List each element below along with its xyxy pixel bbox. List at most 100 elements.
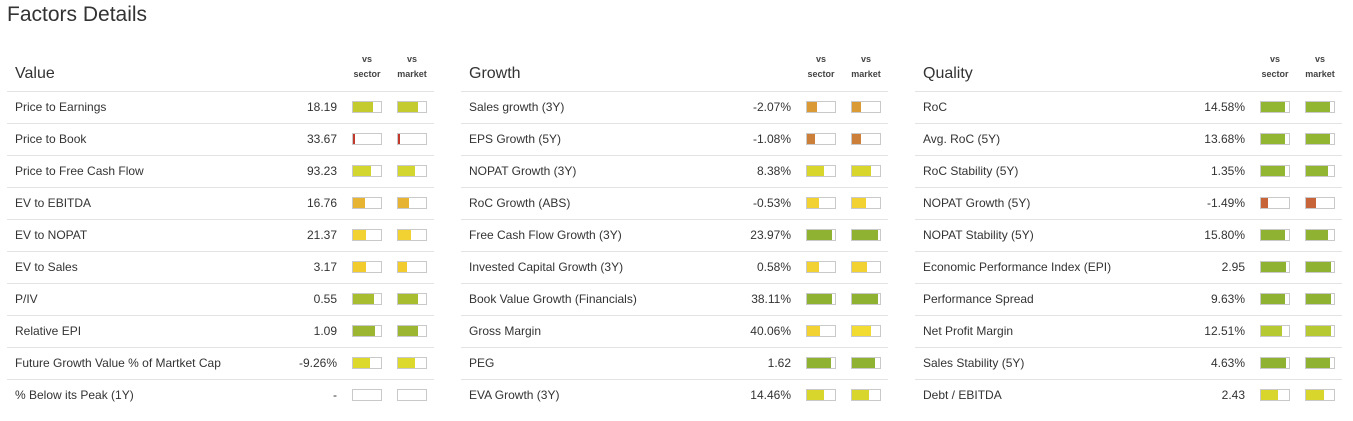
factor-value: 1.62: [767, 356, 791, 370]
factor-row: Sales growth (3Y) -2.07%: [461, 92, 888, 124]
factor-value: 0.58%: [756, 260, 791, 274]
factor-row: NOPAT Growth (5Y) -1.49%: [915, 188, 1342, 220]
vs-sector-bar-fill: [1261, 262, 1287, 272]
factor-label: % Below its Peak (1Y): [15, 388, 134, 402]
vs-market-bar: [851, 197, 881, 209]
vs-market-bar-fill: [398, 294, 419, 304]
vs-sector-bar-fill: [353, 294, 374, 304]
factor-row: Sales Stability (5Y) 4.63%: [915, 348, 1342, 380]
factor-value: 93.23: [306, 164, 337, 178]
vs-market-bar-fill: [1306, 102, 1331, 112]
vs-sector-bar: [352, 293, 382, 305]
vs-sector-bar: [1260, 197, 1290, 209]
factor-row: Price to Book 33.67: [7, 124, 434, 156]
factor-label: PEG: [469, 356, 495, 370]
factor-value: 3.17: [313, 260, 337, 274]
vs-sector-bar: [1260, 101, 1290, 113]
factor-label: Invested Capital Growth (3Y): [469, 260, 624, 274]
vs-market-bar: [1305, 197, 1335, 209]
factor-value: 14.46%: [750, 388, 791, 402]
factor-label: Net Profit Margin: [923, 324, 1014, 338]
column-header-sector-label: sector: [353, 69, 381, 79]
factor-row: RoC 14.58%: [915, 92, 1342, 124]
factor-label: Free Cash Flow Growth (3Y): [469, 228, 622, 242]
factor-value: 21.37: [306, 228, 337, 242]
factor-label: Gross Margin: [469, 324, 542, 338]
section-title: Value: [15, 65, 55, 82]
vs-sector-bar-fill: [807, 198, 820, 208]
factor-value: 23.97%: [750, 228, 791, 242]
vs-sector-bar-fill: [807, 102, 817, 112]
vs-market-bar: [397, 133, 427, 145]
vs-market-bar-fill: [1306, 198, 1317, 208]
vs-sector-bar-fill: [1261, 326, 1282, 336]
column-header-vs-sector: vs sector: [799, 52, 843, 82]
vs-market-bar-fill: [1306, 294, 1332, 304]
column-header-vs-label: vs: [860, 54, 871, 64]
vs-market-bar-fill: [1306, 358, 1330, 368]
factor-label: Future Growth Value % of Martket Cap: [15, 356, 221, 370]
vs-sector-bar: [806, 229, 836, 241]
vs-market-bar: [397, 325, 427, 337]
factor-row: Debt / EBITDA 2.43: [915, 380, 1342, 411]
factor-value: 2.43: [1221, 388, 1245, 402]
vs-market-bar: [397, 101, 427, 113]
factor-value: 12.51%: [1204, 324, 1245, 338]
vs-market-bar-fill: [1306, 262, 1332, 272]
column-header-vs-sector: vs sector: [1253, 52, 1297, 82]
vs-sector-bar: [1260, 229, 1290, 241]
factor-row: P/IV 0.55: [7, 284, 434, 316]
vs-sector-bar-fill: [1261, 134, 1285, 144]
vs-market-bar: [397, 165, 427, 177]
vs-sector-bar: [806, 293, 836, 305]
panel-growth: Growth vs sector vs market Sales growth (3Y) -…: [461, 50, 888, 411]
vs-market-bar: [397, 357, 427, 369]
column-header-market-label: market: [1305, 69, 1335, 79]
vs-sector-bar-fill: [353, 358, 371, 368]
vs-sector-bar: [1260, 165, 1290, 177]
vs-market-bar: [1305, 165, 1335, 177]
factor-value: 4.63%: [1210, 356, 1245, 370]
section-title: Quality: [923, 65, 973, 82]
vs-market-bar: [1305, 101, 1335, 113]
factor-value: 33.67: [306, 132, 337, 146]
factor-row: EV to EBITDA 16.76: [7, 188, 434, 220]
vs-market-bar: [1305, 133, 1335, 145]
factor-value: 13.68%: [1204, 132, 1245, 146]
vs-sector-bar: [352, 197, 382, 209]
factor-row: RoC Stability (5Y) 1.35%: [915, 156, 1342, 188]
vs-market-bar: [851, 101, 881, 113]
vs-market-bar: [1305, 293, 1335, 305]
panel-header: Value vs sector vs market: [7, 50, 434, 92]
factor-row: % Below its Peak (1Y) -: [7, 380, 434, 411]
vs-sector-bar: [352, 165, 382, 177]
vs-sector-bar-fill: [1261, 166, 1285, 176]
vs-sector-bar: [806, 357, 836, 369]
vs-market-bar-fill: [852, 198, 866, 208]
vs-market-bar-fill: [1306, 390, 1324, 400]
vs-market-bar: [397, 293, 427, 305]
vs-sector-bar: [806, 133, 836, 145]
factor-value: 8.38%: [756, 164, 791, 178]
vs-sector-bar-fill: [353, 102, 373, 112]
column-header-vs-sector: vs sector: [345, 52, 389, 82]
vs-sector-bar: [352, 229, 382, 241]
factor-row: NOPAT Stability (5Y) 15.80%: [915, 220, 1342, 252]
vs-sector-bar-fill: [353, 230, 366, 240]
vs-market-bar-fill: [852, 166, 871, 176]
factor-label: EV to NOPAT: [15, 228, 88, 242]
panel-header: Quality vs sector vs market: [915, 50, 1342, 92]
vs-market-bar-fill: [852, 294, 879, 304]
vs-sector-bar: [806, 261, 836, 273]
vs-market-bar-fill: [398, 262, 408, 272]
section-title: Growth: [469, 65, 521, 82]
factor-label: Sales growth (3Y): [469, 100, 565, 114]
vs-market-bar-fill: [852, 230, 879, 240]
factor-label: EV to Sales: [15, 260, 78, 274]
vs-sector-bar-fill: [353, 262, 366, 272]
vs-sector-bar-fill: [807, 358, 831, 368]
column-header-vs-label: vs: [1269, 54, 1280, 64]
vs-market-bar-fill: [852, 326, 871, 336]
vs-market-bar: [851, 165, 881, 177]
factor-label: Book Value Growth (Financials): [469, 292, 637, 306]
